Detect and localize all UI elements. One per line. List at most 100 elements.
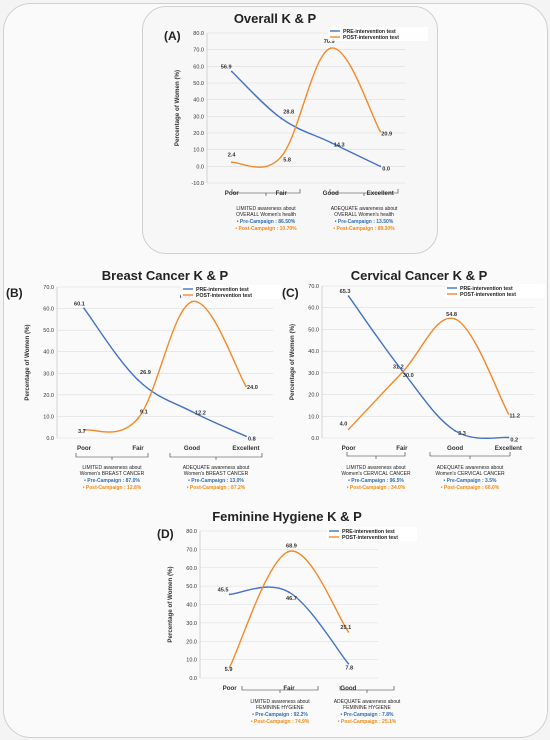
pre-point [454,429,457,432]
pre-intervention-line [231,70,381,167]
y-tick-label: 60.0 [186,566,197,572]
group-title: LIMITED awareness about [346,465,406,471]
x-tick-label: Good [184,445,200,452]
group-bracket [75,453,149,458]
chart-title: Breast Cancer K & P [102,268,229,283]
y-tick-label: 40.0 [308,349,319,355]
group-bracket [169,453,263,458]
x-tick-label: Excellent [495,445,522,452]
data-label: 9.1 [140,409,148,415]
y-tick-label: 10.0 [308,414,319,420]
data-label: 14.3 [334,143,345,149]
data-label: 11.2 [509,414,520,420]
post-point [288,550,290,553]
y-tick-label: 40.0 [193,98,204,104]
legend-entry: POST-intervention test [460,292,516,298]
group-pre-campaign: • Pre-Campaign : 87.0% [84,478,140,484]
group-subtitle: Women's CERVICAL CANCER [341,471,411,477]
post-point [245,385,247,388]
group-post-campaign: • Post-Campaign : 25.1% [338,719,397,725]
group-subtitle: Women's CERVICAL CANCER [435,471,505,477]
y-tick-label: 60.0 [308,306,319,312]
group-post-campaign: • Post-Campaign : 10.70% [235,226,297,232]
legend-entry: POST-intervention test [196,293,252,299]
legend-box [181,285,281,299]
y-tick-label: 30.0 [43,371,54,377]
y-tick-label: 30.0 [186,621,197,627]
post-point [400,371,403,374]
pre-point [228,593,231,596]
data-label: 4.0 [340,421,348,427]
panel-a-frame [142,6,438,254]
data-label: 12.2 [195,411,206,417]
y-tick-label: 10.0 [186,658,197,664]
data-label: 31.2 [393,364,404,370]
chart-0: Overall K & P (A) -10.0 0.0 10.0 20.0 30.0 40.0… [164,11,428,232]
y-tick-label: 50.0 [186,584,197,590]
group-post-campaign: • Post-Campaign : 66.0% [441,485,500,491]
data-label: 25.1 [340,625,351,631]
y-tick-label: 20.0 [193,131,204,137]
y-tick-label: 70.0 [186,547,197,553]
x-tick-label: Excellent [232,445,259,452]
y-tick-label: 30.0 [193,114,204,120]
panel-label: (B) [6,286,23,300]
data-label: 26.9 [140,370,151,376]
post-point [230,161,233,164]
group-bracket [429,452,511,457]
group-post-campaign: • Post-Campaign : 34.0% [347,485,406,491]
group-subtitle: OVERALL Women's health [236,212,296,218]
pre-point [191,410,193,413]
post-intervention-line [229,550,349,668]
data-label: 30.0 [403,373,414,379]
pre-point [245,435,247,438]
y-tick-label: 60.0 [43,307,54,313]
data-label: 2.4 [228,152,237,158]
post-intervention-line [231,47,381,168]
x-tick-label: Excellent [367,190,394,197]
group-post-campaign: • Post-Campaign : 12.8% [83,485,142,491]
group-subtitle: Women's BREAST CANCER [80,471,145,477]
x-tick-label: Fair [396,445,408,452]
post-point [379,130,382,133]
data-label: 20.9 [381,132,392,138]
y-tick-label: 20.0 [43,393,54,399]
pre-point [379,165,382,168]
y-tick-label: 20.0 [308,393,319,399]
legend-box [328,27,428,41]
group-subtitle: OVERALL Women's health [334,212,394,218]
y-tick-label: 70.0 [193,48,204,54]
chart-title: Overall K & P [234,11,317,26]
x-tick-label: Poor [223,685,238,692]
data-label: 28.8 [283,109,294,115]
group-title: ADEQUATE awareness about [183,465,250,471]
group-subtitle: FEMININE HYGIENE [256,705,304,711]
y-tick-label: 0.0 [311,436,319,442]
chart-title: Feminine Hygiene K & P [212,509,362,524]
y-tick-label: 40.0 [43,350,54,356]
y-tick-label: 50.0 [193,81,204,87]
group-title: LIMITED awareness about [82,465,142,471]
group-subtitle: FEMININE HYGIENE [343,705,391,711]
y-tick-label: 80.0 [186,529,197,535]
data-label: 45.5 [218,587,229,593]
chart-1: Breast Cancer K & P (B) 0.0 10.0 20.0 30.0 40.… [6,268,281,491]
post-point [347,428,350,431]
data-label: 0.0 [382,166,390,172]
data-label: 56.9 [221,65,232,71]
data-label: 3.7 [78,429,86,435]
group-pre-campaign: • Pre-Campaign : 13.0% [188,478,244,484]
legend-entry: POST-intervention test [342,535,398,541]
pre-point [400,369,403,372]
pre-point [288,591,290,594]
post-point [347,630,350,633]
y-tick-label: 50.0 [43,328,54,334]
post-point [83,429,85,431]
pre-point [83,307,85,310]
y-tick-label: 80.0 [193,31,204,37]
group-post-campaign: • Post-Campaign : 87.2% [187,485,246,491]
chart-3: Feminine Hygiene K & P (D) 0.0 10.0 20.0 30.0… [157,509,417,725]
